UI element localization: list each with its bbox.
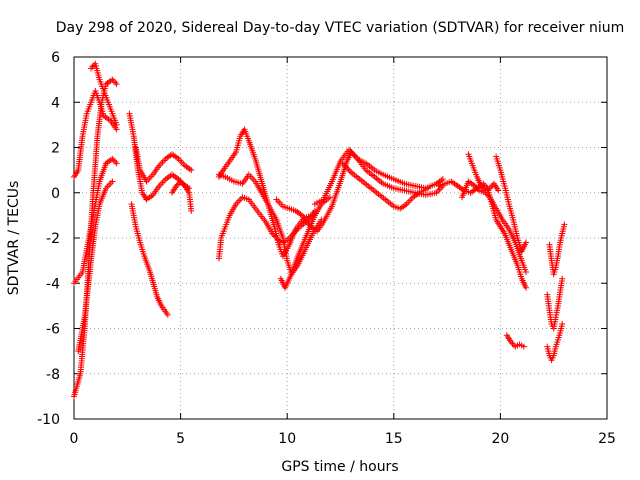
y-tick-label: -8	[46, 367, 60, 383]
series-track-4	[71, 87, 120, 180]
data-point	[326, 194, 333, 201]
series-track-3	[71, 155, 120, 287]
series-track-19	[465, 151, 502, 194]
data-point	[559, 275, 566, 282]
data-point	[113, 126, 120, 133]
chart-title: Day 298 of 2020, Sidereal Day-to-day VTE…	[56, 20, 625, 36]
y-tick-label: -2	[46, 231, 60, 247]
series-track-23	[544, 320, 566, 364]
data-marks	[71, 60, 568, 400]
data-point	[559, 320, 566, 327]
y-tick-label: -4	[46, 276, 60, 292]
data-point	[522, 268, 529, 275]
x-axis-ticks: 0 5 10 15 20 25	[70, 57, 616, 447]
data-point	[188, 167, 195, 174]
x-axis-label: GPS time / hours	[281, 459, 398, 475]
data-point	[522, 239, 529, 246]
data-point	[164, 311, 171, 318]
series-track-20	[493, 153, 529, 255]
series-track-22	[544, 275, 566, 332]
x-tick-label: 5	[176, 431, 185, 447]
data-point	[520, 343, 527, 350]
data-point	[495, 187, 502, 194]
x-tick-label: 25	[598, 431, 616, 447]
y-tick-label: 2	[51, 141, 60, 157]
series-track-21	[503, 332, 527, 350]
y-axis-ticks: -10 -8 -6 -4 -2 0 2 4 6	[37, 50, 607, 428]
y-tick-label: 0	[51, 186, 60, 202]
series-track-13	[277, 194, 333, 291]
y-tick-label: -6	[46, 322, 60, 338]
data-point	[439, 176, 446, 183]
series-track-2	[88, 60, 120, 128]
data-point	[113, 81, 120, 88]
y-tick-label: 6	[51, 50, 60, 66]
series-track-14	[273, 149, 446, 235]
series-track-24	[546, 221, 568, 278]
x-tick-label: 15	[385, 431, 403, 447]
x-tick-label: 0	[70, 431, 79, 447]
y-tick-label: 4	[51, 95, 60, 111]
y-axis-label: SDTVAR / TECUs	[6, 181, 22, 296]
data-point	[522, 284, 529, 291]
data-point	[424, 185, 431, 192]
series-track-8	[128, 201, 171, 318]
data-point	[561, 221, 568, 228]
series-track-5	[75, 178, 116, 355]
series-track-16	[339, 160, 431, 212]
data-point	[109, 178, 116, 185]
x-tick-label: 10	[278, 431, 296, 447]
y-tick-label: -10	[37, 412, 60, 428]
data-point	[113, 160, 120, 167]
series-track-7	[132, 144, 195, 185]
x-tick-label: 20	[491, 431, 509, 447]
series-track-9	[169, 178, 195, 214]
data-point	[188, 207, 195, 214]
